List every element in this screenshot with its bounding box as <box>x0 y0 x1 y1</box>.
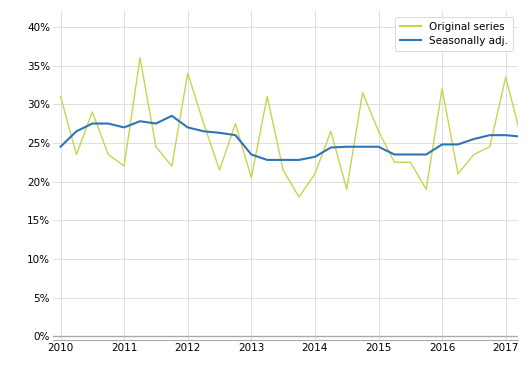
Legend: Original series, Seasonally adj.: Original series, Seasonally adj. <box>395 17 513 51</box>
